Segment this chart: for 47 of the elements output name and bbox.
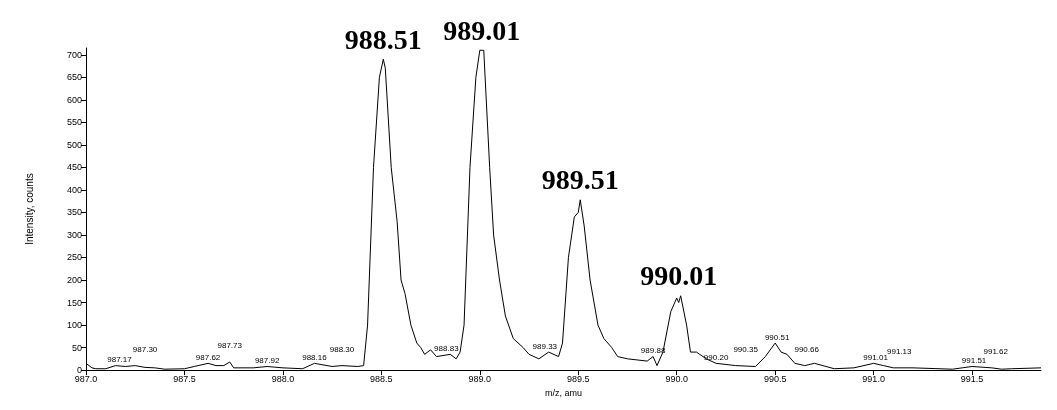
annotation: 989.88	[640, 346, 666, 356]
y-tick-label: 350	[66, 207, 82, 218]
x-tick-label: 990.5	[763, 373, 787, 384]
x-axis-title: m/z, amu	[544, 387, 583, 398]
annotation: 991.13	[886, 347, 913, 357]
annotation: 990.51	[764, 332, 790, 342]
y-tick-label: 300	[66, 229, 82, 240]
annotation: 991.51	[961, 356, 987, 365]
annotation: 989.01	[443, 14, 521, 46]
y-tick-label: 200	[66, 275, 82, 285]
annotation: 987.73	[217, 341, 243, 351]
annotation: 991.01	[863, 352, 889, 362]
annotation: 988.16	[302, 352, 328, 362]
x-tick-label: 989.5	[567, 373, 590, 384]
y-tick-label: 550	[66, 117, 82, 128]
annotation: 987.62	[195, 352, 221, 362]
y-tick-label: 150	[66, 297, 82, 308]
x-tick-label: 988.5	[370, 373, 393, 384]
annotation: 989.33	[532, 341, 558, 351]
x-tick-label: 988.0	[271, 373, 295, 384]
annotation: 990.35	[733, 345, 759, 355]
annotation: 990.66	[794, 345, 820, 355]
x-tick-label: 990.0	[665, 373, 688, 384]
y-tick-label: 600	[66, 94, 82, 105]
y-tick-label: 400	[66, 184, 82, 195]
annotation: 990.20	[703, 352, 729, 362]
annotation: 987.17	[107, 355, 133, 365]
annotation: 989.51	[541, 164, 619, 196]
annotation: 987.30	[132, 345, 158, 355]
y-tick-label: 650	[66, 72, 82, 83]
x-tick-label: 991.0	[862, 373, 885, 384]
y-tick-label: 450	[66, 162, 82, 173]
annotation: 990.01	[640, 260, 718, 292]
x-tick-label: 987.5	[173, 373, 196, 384]
x-tick-label: 991.5	[960, 373, 984, 384]
y-axis-title: Intensity, counts	[23, 173, 35, 245]
annotation: 988.30	[329, 345, 355, 355]
x-tick-label: 987.0	[74, 373, 98, 384]
y-tick-label: 100	[66, 320, 82, 331]
annotation: 991.62	[983, 347, 1009, 357]
y-tick-label: 500	[66, 139, 82, 150]
annotation: 988.51	[344, 23, 422, 55]
annotation: 987.92	[254, 356, 280, 365]
y-tick-label: 700	[66, 49, 82, 60]
annotation: 988.83	[434, 343, 460, 353]
x-tick-label: 989.0	[468, 373, 492, 384]
y-tick-label: 250	[66, 252, 82, 263]
